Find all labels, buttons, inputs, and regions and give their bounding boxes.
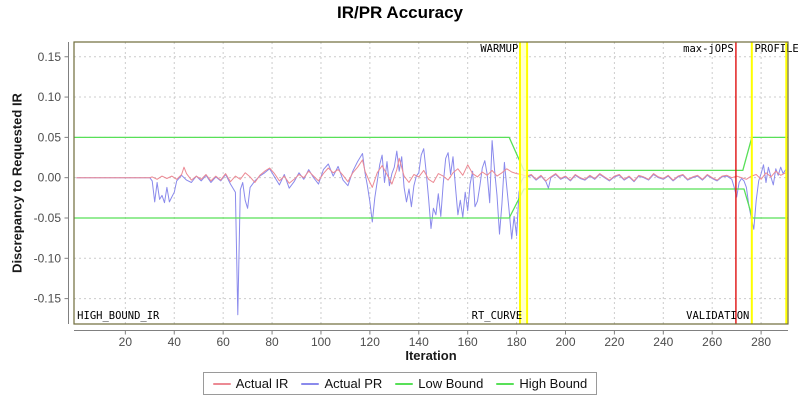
legend-label: Actual PR (324, 376, 383, 391)
legend-label: Actual IR (235, 376, 289, 391)
legend-item-high-bound: High Bound (496, 376, 587, 391)
annotation-warmup: WARMUP (480, 43, 518, 55)
series-actual-ir (76, 157, 786, 188)
y-tick-label: 0.05 (38, 130, 62, 144)
series-low-bound (74, 188, 788, 219)
y-tick-label: -0.15 (34, 292, 62, 306)
legend-swatch-icon (395, 382, 414, 385)
y-tick-label: 0.00 (38, 171, 62, 185)
x-tick-label: 100 (311, 335, 331, 349)
legend-swatch-icon (301, 382, 320, 385)
phase-annotations: WARMUP max-jOPS PROFILE HIGH_BOUND_IR RT_CUR… (77, 43, 799, 322)
x-tick-label: 180 (507, 335, 527, 349)
x-tick-label: 160 (458, 335, 478, 349)
x-tick-label: 80 (265, 335, 279, 349)
legend-swatch-icon (212, 382, 231, 385)
x-tick-label: 40 (168, 335, 182, 349)
x-axis-title: Iteration (405, 348, 457, 363)
legend-swatch-icon (496, 382, 515, 385)
warmup-band-fill (520, 42, 528, 324)
x-tick-label: 120 (360, 335, 380, 349)
x-tick-label: 220 (604, 335, 624, 349)
y-tick-label: -0.05 (34, 211, 62, 225)
legend-box: Actual IR Actual PR Low Bound High Bound (202, 372, 598, 395)
annotation-profile: PROFILE (755, 43, 799, 55)
legend-item-actual-ir: Actual IR (212, 376, 289, 391)
y-tick-label: 0.10 (38, 90, 62, 104)
x-tick-label: 200 (555, 335, 575, 349)
tick-labels: 20 40 60 80 100 120 140 160 180 200 220 240 260 280 0.… (34, 50, 772, 349)
y-tick-label: 0.15 (38, 50, 62, 64)
chart-title: IR/PR Accuracy (337, 3, 463, 22)
series-high-bound (74, 136, 788, 172)
legend: Actual IR Actual PR Low Bound High Bound (0, 372, 800, 395)
x-tick-label: 140 (409, 335, 429, 349)
annotation-high-bound-ir: HIGH_BOUND_IR (77, 310, 160, 322)
axes (64, 42, 788, 335)
x-tick-label: 280 (751, 335, 771, 349)
plot-border (73, 41, 789, 325)
x-tick-label: 20 (119, 335, 133, 349)
legend-label: High Bound (519, 376, 588, 391)
warmup-band (519, 42, 529, 324)
y-tick-label: -0.10 (34, 251, 62, 265)
gridlines (74, 42, 788, 324)
plot-area (74, 42, 788, 324)
y-axis-title: Discrepancy to Requested IR (9, 93, 25, 273)
x-tick-label: 240 (653, 335, 673, 349)
annotation-rt-curve: RT_CURVE (472, 310, 523, 322)
series-group (74, 136, 788, 316)
annotation-validation: VALIDATION (686, 310, 749, 322)
x-tick-label: 260 (702, 335, 722, 349)
legend-label: Low Bound (418, 376, 484, 391)
annotation-max-jops: max-jOPS (683, 43, 734, 55)
x-tick-label: 60 (216, 335, 230, 349)
legend-item-low-bound: Low Bound (395, 376, 483, 391)
legend-item-actual-pr: Actual PR (301, 376, 382, 391)
